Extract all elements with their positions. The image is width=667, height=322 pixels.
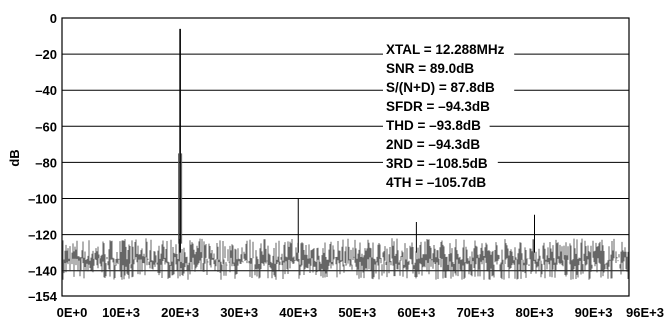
annotation-2: S/(N+D) = 87.8dB bbox=[386, 80, 495, 95]
spectral-peaks bbox=[178, 28, 535, 253]
y-tick-label-5: –100 bbox=[28, 192, 57, 207]
annotation-bg-7 bbox=[383, 174, 498, 190]
annotation-bg-1 bbox=[383, 60, 482, 76]
x-tick-label-4: 40E+3 bbox=[279, 305, 317, 320]
x-tick-label-0: 0E+0 bbox=[57, 305, 88, 320]
x-tick-label-7: 70E+3 bbox=[456, 305, 494, 320]
annotation-1: SNR = 89.0dB bbox=[386, 61, 474, 76]
annotation-bg-5 bbox=[383, 136, 490, 152]
y-tick-label-8: –154 bbox=[28, 289, 58, 304]
x-tick-label-3: 30E+3 bbox=[220, 305, 258, 320]
annotation-bg-4 bbox=[383, 117, 490, 133]
y-tick-label-7: –140 bbox=[28, 264, 57, 279]
annotation-7: 4TH = –105.7dB bbox=[386, 175, 486, 190]
annotation-bg-6 bbox=[383, 155, 498, 171]
annotation-3: SFDR = –94.3dB bbox=[386, 99, 490, 114]
noise-floor-path bbox=[62, 238, 629, 280]
y-tick-label-4: –80 bbox=[35, 155, 57, 170]
annotation-bg-0 bbox=[383, 41, 515, 57]
x-tick-label-6: 60E+3 bbox=[397, 305, 435, 320]
y-tick-label-3: –60 bbox=[35, 119, 57, 134]
y-tick-labels: 0 –20 –40 –60 –80 –100 –120 –140 –154 bbox=[28, 11, 58, 304]
noise-floor-trace bbox=[62, 238, 629, 280]
x-tick-label-5: 50E+3 bbox=[338, 305, 376, 320]
x-tick-label-1: 10E+3 bbox=[102, 305, 140, 320]
annotation-6: 3RD = –108.5dB bbox=[386, 156, 488, 171]
x-tick-label-9: 90E+3 bbox=[575, 305, 613, 320]
annotation-bg-2 bbox=[383, 79, 515, 95]
y-axis-label: dB bbox=[7, 149, 22, 166]
x-tick-label-10: 96E+3 bbox=[626, 305, 664, 320]
annotation-5: 2ND = –94.3dB bbox=[386, 137, 480, 152]
x-tick-label-2: 20E+3 bbox=[161, 305, 199, 320]
plot-frame bbox=[61, 17, 630, 297]
x-tick-labels: 0E+0 10E+3 20E+3 30E+3 40E+3 50E+3 60E+3 70E+3 8… bbox=[57, 305, 664, 320]
y-tick-label-6: –120 bbox=[28, 228, 57, 243]
x-tick-label-8: 80E+3 bbox=[516, 305, 554, 320]
y-tick-label-2: –40 bbox=[35, 83, 57, 98]
annotation-4: THD = –93.8dB bbox=[386, 118, 481, 133]
plot-border bbox=[61, 17, 630, 297]
measurement-annotations: XTAL = 12.288MHz SNR = 89.0dB S/(N+D) = 87… bbox=[383, 41, 515, 190]
y-tick-label-0: 0 bbox=[50, 11, 57, 26]
annotation-0: XTAL = 12.288MHz bbox=[386, 42, 505, 57]
y-tick-label-1: –20 bbox=[35, 47, 57, 62]
annotation-bg-3 bbox=[383, 98, 498, 114]
